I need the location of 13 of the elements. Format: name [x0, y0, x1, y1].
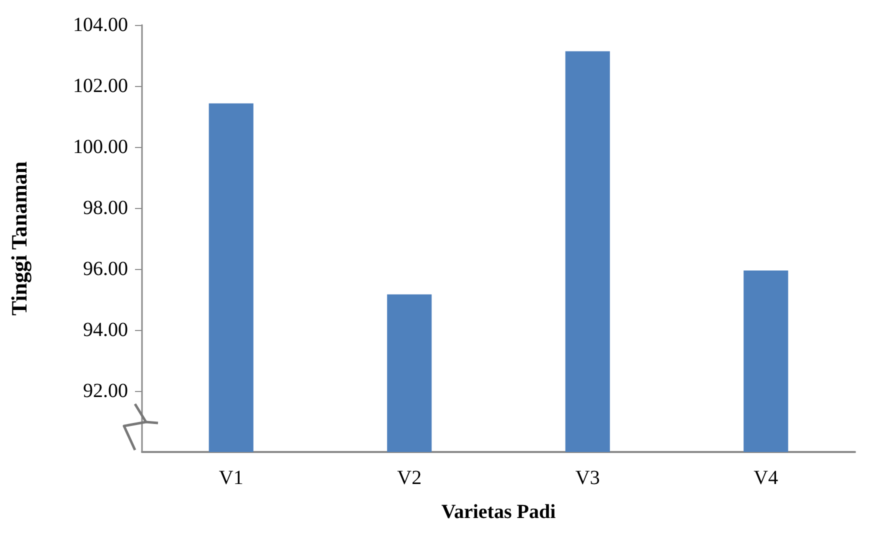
x-tick-label: V4 — [754, 467, 778, 489]
y-tick-label: 92.00 — [83, 380, 128, 402]
y-axis-title: Tinggi Tanaman — [6, 161, 32, 316]
y-tick-label: 94.00 — [83, 319, 128, 341]
y-tick-label: 100.00 — [73, 136, 128, 158]
x-tick-label: V3 — [575, 467, 600, 489]
x-tick-label: V1 — [218, 467, 244, 489]
y-tick-label: 98.00 — [83, 197, 128, 219]
y-tick-label: 104.00 — [73, 14, 128, 36]
x-tick-label: V2 — [397, 467, 422, 489]
x-axis-title: Varietas Padi — [441, 501, 556, 523]
y-tick-label: 96.00 — [83, 258, 128, 280]
y-tick-label: 102.00 — [73, 75, 128, 97]
